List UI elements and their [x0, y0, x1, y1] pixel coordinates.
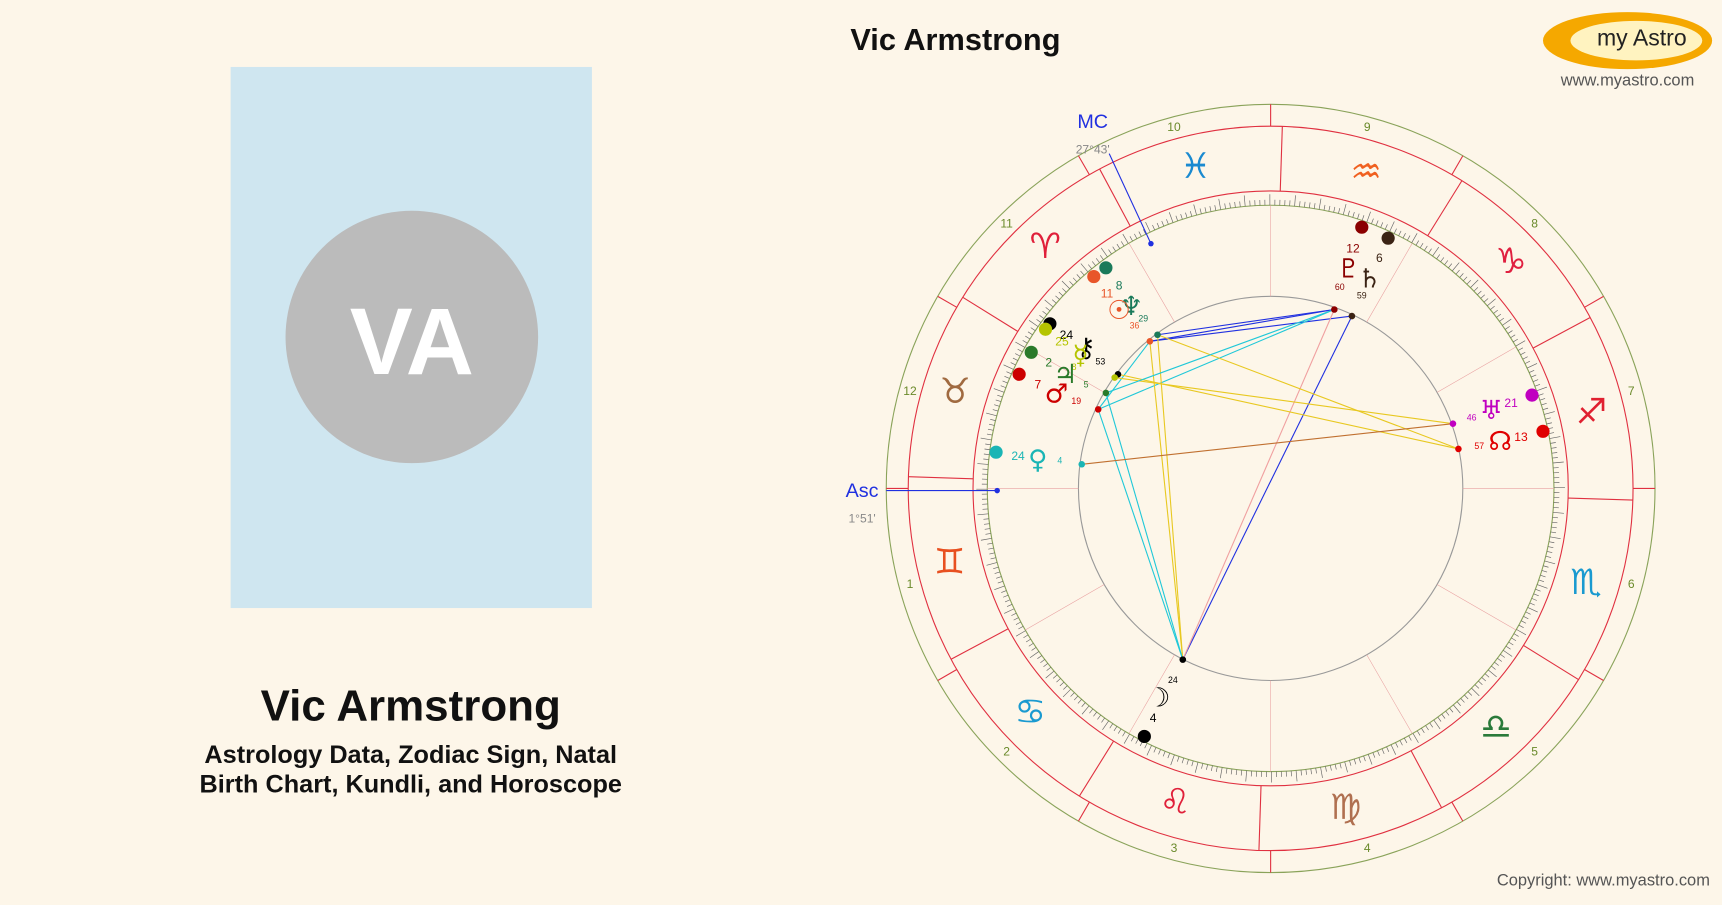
- planet-dot: [1355, 221, 1368, 234]
- asc-dot: [994, 488, 999, 493]
- house-number: 5: [1531, 744, 1538, 758]
- house-number: 8: [1531, 217, 1538, 231]
- subtitle: Birth Chart, Kundli, and Horoscope: [200, 771, 622, 799]
- planet-glyph: ♂: [1045, 380, 1069, 410]
- mc-label: MC: [1077, 111, 1108, 133]
- house-number: 7: [1628, 384, 1635, 398]
- planet-dot: [1025, 346, 1038, 359]
- planet-degree: 13: [1514, 430, 1528, 444]
- planet-degree: 4: [1150, 711, 1157, 725]
- planet-minute: 57: [1474, 441, 1484, 451]
- house-number: 2: [1003, 744, 1010, 758]
- planet-degree: 6: [1376, 251, 1383, 265]
- planet-glyph: ☊: [1488, 427, 1511, 457]
- sign-glyph: ♒: [1350, 151, 1382, 192]
- planet-inner-dot: [1450, 420, 1457, 427]
- sign-glyph: ♉: [940, 371, 972, 412]
- planet-inner-dot: [1095, 406, 1102, 413]
- planet-inner-dot: [1331, 306, 1338, 313]
- planet-minute: 24: [1168, 675, 1178, 685]
- house-number: 6: [1628, 577, 1635, 591]
- house-number: 10: [1167, 120, 1181, 134]
- planet-inner-dot: [1078, 461, 1085, 468]
- planet-dot: [1013, 368, 1026, 381]
- planet-dot: [1039, 323, 1052, 336]
- chart-title: Vic Armstrong: [850, 22, 1060, 57]
- planet-inner-dot: [1103, 390, 1110, 397]
- planet-dot: [1138, 730, 1151, 743]
- sign-glyph: ♍: [1330, 787, 1362, 828]
- planet-dot: [1536, 425, 1549, 438]
- planet-minute: 29: [1138, 314, 1148, 324]
- subtitle: Astrology Data, Zodiac Sign, Natal: [204, 741, 617, 769]
- planet-minute: 60: [1335, 282, 1345, 292]
- planet-glyph: ♀: [1028, 445, 1047, 475]
- planet-degree: 21: [1504, 396, 1518, 410]
- house-number: 4: [1364, 841, 1371, 855]
- planet-minute: 53: [1096, 357, 1106, 367]
- planet-degree: 8: [1116, 279, 1123, 293]
- house-number: 11: [1000, 217, 1013, 231]
- planet-glyph: ♅: [1480, 396, 1504, 426]
- planet-dot: [1525, 389, 1538, 402]
- planet-degree: 2: [1045, 355, 1052, 369]
- planet-glyph: ☽: [1147, 684, 1171, 714]
- planet-inner-dot: [1147, 338, 1154, 345]
- sign-glyph: ♋: [1015, 692, 1047, 733]
- planet-inner-dot: [1349, 313, 1356, 320]
- planet-minute: 19: [1071, 396, 1081, 406]
- site-url[interactable]: www.myastro.com: [1560, 72, 1695, 90]
- planet-minute: 46: [1467, 412, 1477, 422]
- asc-position: 1°51': [848, 511, 875, 525]
- asc-label: Asc: [846, 480, 879, 502]
- name: Vic Armstrong: [261, 682, 561, 731]
- planet-dot: [989, 446, 1002, 459]
- sign-glyph: ♎: [1480, 707, 1512, 748]
- planet-dot: [1382, 232, 1395, 245]
- planet-inner-dot: [1455, 446, 1462, 453]
- house-number: 3: [1171, 841, 1178, 855]
- logo-text[interactable]: my Astro: [1597, 25, 1687, 51]
- planet-minute: 5: [1084, 380, 1089, 390]
- planet-glyph: ☉: [1107, 296, 1131, 326]
- planet-degree: 7: [1034, 377, 1041, 391]
- house-number: 12: [903, 384, 917, 398]
- planet-inner-dot: [1179, 656, 1186, 663]
- planet-dot: [1087, 270, 1100, 283]
- mc-dot: [1148, 241, 1153, 246]
- house-number: 9: [1364, 120, 1371, 134]
- house-number: 1: [907, 577, 914, 591]
- planet-degree: 25: [1055, 335, 1069, 349]
- planet-degree: 11: [1101, 286, 1114, 300]
- initials: VA: [350, 290, 474, 395]
- planet-dot: [1099, 261, 1112, 274]
- planet-inner-dot: [1111, 374, 1118, 381]
- planet-minute: 59: [1357, 291, 1367, 301]
- sign-glyph: ♈: [1030, 226, 1062, 267]
- sign-glyph: ♑: [1495, 241, 1527, 282]
- mc-position: 27°43': [1076, 143, 1110, 157]
- sign-glyph: ♌: [1159, 782, 1191, 823]
- planet-degree: 12: [1346, 241, 1360, 255]
- sign-glyph: ♏: [1570, 562, 1602, 603]
- sign-glyph: ♊: [934, 541, 966, 582]
- sign-glyph: ♐: [1576, 392, 1608, 433]
- planet-minute: 4: [1057, 455, 1062, 465]
- sign-glyph: ♓: [1180, 146, 1212, 187]
- planet-minute: 36: [1130, 320, 1140, 330]
- planet-degree: 24: [1011, 449, 1025, 463]
- planet-inner-dot: [1154, 331, 1161, 338]
- copyright: Copyright: www.myastro.com: [1497, 872, 1710, 890]
